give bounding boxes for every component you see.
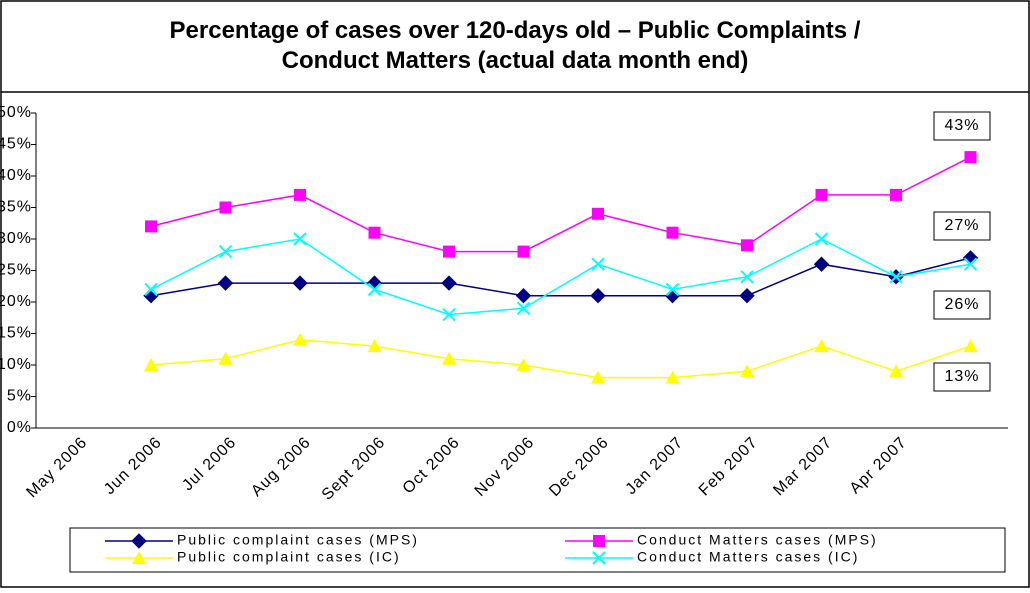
data-label-box [933, 211, 991, 241]
marker [218, 351, 233, 365]
marker [815, 188, 828, 201]
marker [144, 358, 158, 371]
marker [441, 275, 457, 291]
marker [517, 245, 530, 258]
marker [963, 339, 978, 353]
legend-label: Conduct Matters cases (MPS) [637, 532, 878, 548]
marker [368, 226, 381, 239]
marker [293, 232, 307, 246]
marker [516, 301, 531, 316]
marker [814, 232, 829, 246]
marker [814, 339, 829, 353]
marker [741, 239, 753, 252]
data-label: 13% [944, 368, 979, 385]
y-tick-label: 50% [0, 104, 32, 121]
legend-label: Public complaint cases (IC) [177, 549, 401, 565]
marker [516, 358, 531, 371]
legend-box [69, 527, 1006, 573]
y-tick-label: 40% [0, 167, 32, 184]
marker [665, 370, 680, 384]
marker [964, 151, 977, 164]
marker [593, 535, 605, 547]
marker [665, 282, 680, 297]
marker [739, 287, 755, 304]
marker [218, 244, 233, 259]
marker [442, 351, 456, 365]
data-label-box [933, 111, 991, 141]
y-tick-label: 20% [0, 293, 32, 310]
marker [367, 282, 382, 297]
marker [131, 533, 147, 549]
marker [591, 370, 605, 384]
marker [217, 275, 234, 291]
series-line [150, 257, 971, 297]
marker [442, 307, 456, 322]
marker [132, 551, 146, 564]
y-tick-label: 30% [0, 230, 32, 247]
series-line [150, 339, 971, 379]
marker [145, 220, 157, 233]
y-tick-label: 45% [0, 136, 32, 153]
marker [591, 257, 605, 271]
y-tick-label: 10% [0, 356, 32, 373]
marker [813, 256, 830, 272]
marker [292, 275, 308, 291]
marker [592, 551, 606, 565]
data-label: 27% [944, 217, 979, 234]
marker [367, 339, 382, 353]
series-line [150, 238, 971, 316]
data-label-box [933, 362, 991, 392]
marker [592, 207, 604, 220]
marker [144, 282, 158, 297]
marker [963, 257, 978, 271]
marker [590, 287, 606, 304]
data-label: 26% [944, 296, 979, 313]
y-tick-label: 15% [0, 325, 32, 342]
marker [293, 332, 307, 346]
legend-label: Conduct Matters cases (IC) [637, 549, 859, 565]
marker [666, 226, 679, 239]
marker [443, 245, 455, 258]
series-line [150, 156, 971, 253]
marker [890, 188, 902, 201]
marker [889, 270, 903, 284]
y-tick-label: 25% [0, 262, 32, 279]
data-label: 43% [944, 117, 979, 134]
legend-label: Public complaint cases (MPS) [177, 532, 419, 548]
chart-title: Percentage of cases over 120-days old – … [170, 17, 861, 74]
marker [515, 287, 532, 304]
y-tick-label: 0% [7, 419, 32, 436]
marker [294, 188, 306, 201]
marker [740, 270, 754, 284]
marker [740, 364, 754, 378]
marker [219, 201, 232, 214]
y-tick-label: 5% [7, 388, 32, 405]
marker [889, 364, 903, 378]
data-label-box [933, 290, 991, 320]
y-tick-label: 35% [0, 199, 32, 216]
